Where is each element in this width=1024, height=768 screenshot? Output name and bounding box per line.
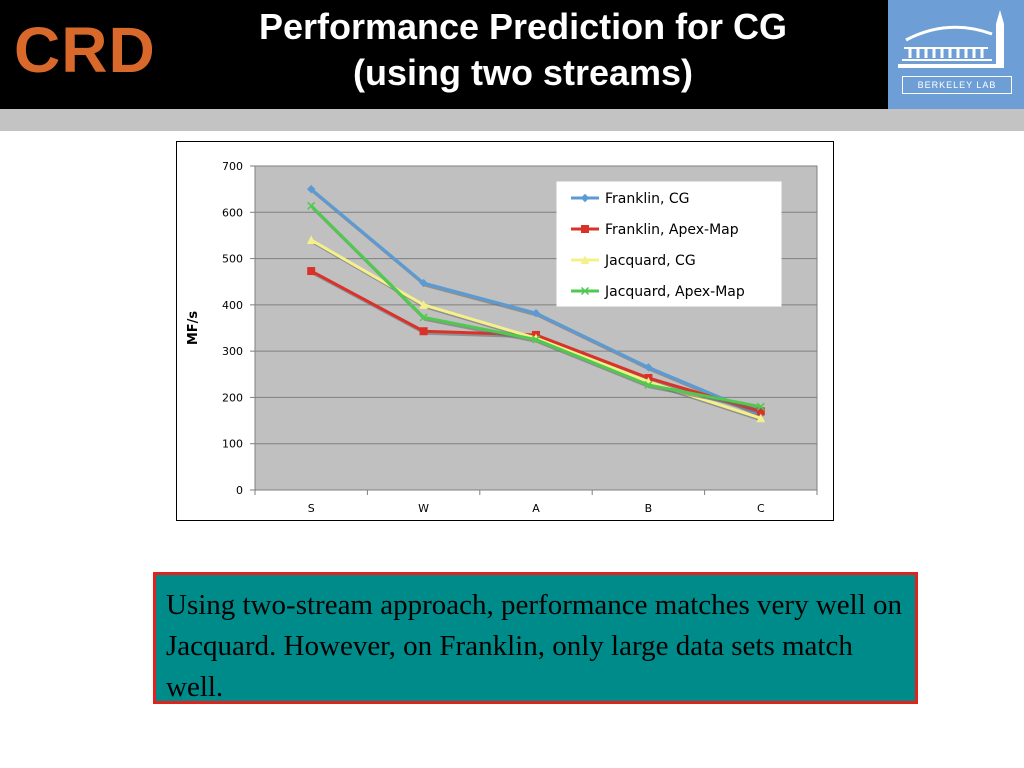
y-tick-label: 300 bbox=[222, 345, 243, 358]
crd-logo: CRD bbox=[14, 14, 156, 86]
legend bbox=[556, 181, 782, 307]
y-tick-label: 100 bbox=[222, 438, 243, 451]
y-tick-label: 0 bbox=[236, 484, 243, 497]
x-tick-label-c: C bbox=[757, 502, 765, 515]
berkeley-lab-text: BERKELEY LAB bbox=[902, 76, 1012, 94]
title-line-2: (using two streams) bbox=[352, 52, 694, 93]
series-1-point-0 bbox=[307, 267, 316, 276]
series-3-point-1 bbox=[419, 313, 428, 322]
legend-label-3: Jacquard, Apex-Map bbox=[604, 284, 745, 300]
legend-label-0: Franklin, CG bbox=[605, 191, 690, 207]
y-tick-label: 700 bbox=[222, 160, 243, 173]
y-tick-label: 400 bbox=[222, 299, 243, 312]
series-0-point-3 bbox=[644, 363, 653, 372]
chart-svg: 0 100 200 300 400 500 600 700 S W A B C MF/s Franklin,… bbox=[186, 160, 818, 515]
header-divider bbox=[0, 109, 1024, 131]
series-1-point-1 bbox=[419, 327, 428, 336]
legend-marker-2 bbox=[580, 255, 590, 264]
series-0-point-2 bbox=[531, 308, 541, 318]
legend-marker-0 bbox=[580, 193, 590, 203]
note-text: Using two-stream approach, performance m… bbox=[166, 589, 903, 703]
note-box: Using two-stream approach, performance m… bbox=[153, 572, 918, 704]
x-tick-label-b: B bbox=[645, 502, 653, 515]
series-2-point-1 bbox=[419, 300, 428, 309]
slide-title: Performance Prediction for CG (using two… bbox=[200, 4, 846, 96]
y-axis-label: MF/s bbox=[186, 311, 201, 346]
line-chart: 0 100 200 300 400 500 600 700 S W A B C MF/s Franklin,… bbox=[176, 141, 834, 521]
series-3-point-2 bbox=[531, 335, 541, 344]
series-0-point-1 bbox=[419, 278, 428, 288]
berkeley-lab-logo: BERKELEY LAB bbox=[888, 0, 1024, 109]
legend-label-2: Jacquard, CG bbox=[604, 253, 696, 269]
series-3-point-4 bbox=[756, 402, 765, 411]
title-line-1: Performance Prediction for CG bbox=[258, 6, 788, 47]
x-tick-label-s: S bbox=[308, 502, 315, 515]
legend-marker-3 bbox=[580, 286, 590, 296]
series-3-point-0 bbox=[307, 201, 316, 210]
header-bar: CRD Performance Prediction for CG (using… bbox=[0, 0, 1024, 109]
legend-label-1: Franklin, Apex-Map bbox=[605, 222, 739, 238]
x-tick-label-a: A bbox=[532, 502, 540, 515]
series-0-point-0 bbox=[306, 184, 316, 194]
y-tick-label: 200 bbox=[222, 391, 243, 404]
y-tick-label: 600 bbox=[222, 206, 243, 219]
y-tick-label: 500 bbox=[222, 253, 243, 266]
berkeley-lab-building-icon bbox=[898, 10, 1004, 68]
series-2-point-4 bbox=[756, 413, 766, 423]
series-2-point-0 bbox=[306, 235, 316, 245]
series-3-point-3 bbox=[644, 380, 653, 389]
legend-marker-1 bbox=[581, 225, 589, 233]
x-tick-label-w: W bbox=[418, 502, 429, 515]
